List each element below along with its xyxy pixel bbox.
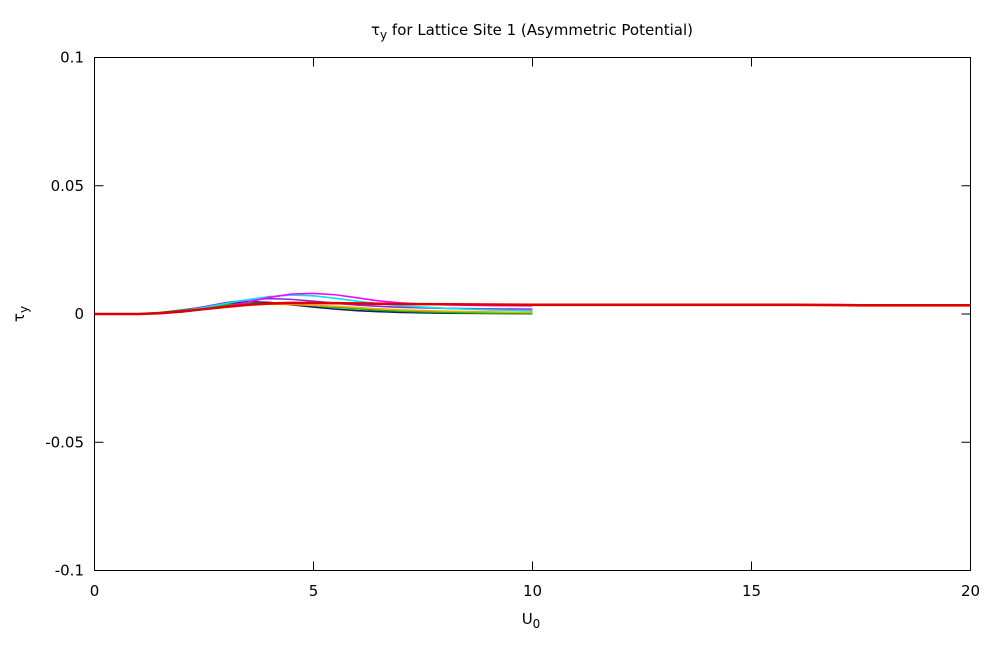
x-tick-label: 5 [309, 582, 319, 600]
y-tick-label: 0.05 [51, 177, 84, 195]
x-tick-label: 20 [961, 582, 980, 600]
x-axis-label: U0 [522, 610, 541, 631]
x-tick-label: 0 [90, 582, 100, 600]
y-axis: -0.1 -0.05 0 0.05 0.1 [45, 49, 971, 580]
series-layer [94, 292, 971, 316]
series-line-7 [94, 301, 971, 316]
x-tick-label: 10 [523, 582, 542, 600]
y-tick-label: 0.1 [60, 49, 84, 67]
y-tick-label: 0 [74, 305, 84, 323]
plot-frame [94, 57, 971, 571]
y-tick-label: -0.1 [55, 562, 84, 580]
y-tick-label: -0.05 [45, 433, 84, 451]
y-axis-label: τy [10, 306, 31, 322]
chart-title: τy for Lattice Site 1 (Asymmetric Potent… [371, 21, 693, 42]
x-tick-label: 15 [742, 582, 761, 600]
x-axis: 0 5 10 15 20 [90, 57, 980, 600]
